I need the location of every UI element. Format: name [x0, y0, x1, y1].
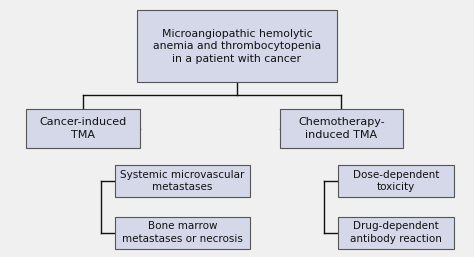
Text: Bone marrow
metastases or necrosis: Bone marrow metastases or necrosis — [122, 221, 243, 244]
FancyBboxPatch shape — [115, 165, 250, 197]
FancyBboxPatch shape — [26, 108, 140, 149]
Text: Systemic microvascular
metastases: Systemic microvascular metastases — [120, 170, 245, 192]
Text: Dose-dependent
toxicity: Dose-dependent toxicity — [353, 170, 439, 192]
FancyBboxPatch shape — [337, 165, 454, 197]
Text: Drug-dependent
antibody reaction: Drug-dependent antibody reaction — [350, 221, 442, 244]
FancyBboxPatch shape — [115, 216, 250, 249]
Text: Cancer-induced
TMA: Cancer-induced TMA — [39, 117, 127, 140]
Text: Microangiopathic hemolytic
anemia and thrombocytopenia
in a patient with cancer: Microangiopathic hemolytic anemia and th… — [153, 29, 321, 64]
FancyBboxPatch shape — [280, 108, 403, 149]
Text: Chemotherapy-
induced TMA: Chemotherapy- induced TMA — [298, 117, 384, 140]
FancyBboxPatch shape — [137, 10, 337, 82]
FancyBboxPatch shape — [337, 216, 454, 249]
